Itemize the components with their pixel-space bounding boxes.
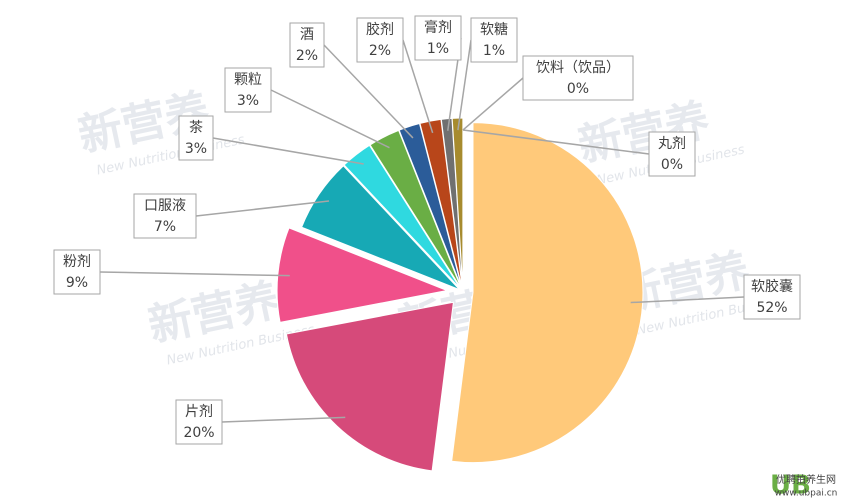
slice-value: 52% — [756, 300, 787, 316]
label-box — [133, 193, 197, 239]
slice-value: 1% — [427, 41, 449, 57]
label-box — [470, 17, 518, 63]
slice-label: 膏剂 — [424, 19, 452, 36]
slice-value: 20% — [183, 425, 214, 441]
slice-label: 酒 — [300, 27, 314, 43]
slice-label: 丸剂 — [658, 136, 686, 152]
slice-label: 片剂 — [185, 404, 213, 420]
label-box — [522, 55, 634, 101]
slice-value: 3% — [185, 141, 207, 157]
pie-slice — [276, 227, 449, 323]
logo-url: www.ubpai.cn — [775, 489, 838, 499]
label-box — [53, 249, 101, 295]
slice-label: 软胶囊 — [751, 278, 793, 295]
slice-value: 9% — [66, 275, 88, 291]
leader-line — [99, 271, 290, 277]
slice-label: 颗粒 — [234, 72, 262, 88]
pie — [276, 117, 644, 472]
leader-line — [323, 44, 414, 139]
leader-line — [270, 89, 390, 149]
slice-value: 1% — [483, 43, 505, 59]
leader-line — [462, 77, 524, 131]
labels: 软胶囊 52% 片剂 20% 粉剂 9% 口服液 7% 茶 3% 颗粒 3% 酒 2% 胶剂 2% 膏剂 1% 软糖… — [53, 15, 801, 445]
slice-label: 胶剂 — [366, 21, 394, 38]
slice-value: 3% — [237, 93, 259, 109]
label-box — [743, 274, 801, 320]
logo-mark: UB — [770, 471, 811, 501]
slice-value: 0% — [661, 157, 683, 173]
label-box — [178, 115, 214, 161]
label-box — [648, 131, 696, 177]
slice-label: 茶 — [189, 120, 203, 136]
pie-slice — [343, 144, 461, 290]
slice-label: 软糖 — [480, 22, 508, 38]
leader-line — [630, 296, 745, 304]
slice-value: 7% — [154, 219, 176, 235]
pie-slice — [300, 165, 461, 291]
leader-line — [402, 39, 434, 134]
pie-slice — [369, 129, 462, 289]
label-box — [175, 399, 223, 445]
logo-name: 优聘拍养生网 — [776, 473, 836, 486]
slice-value: 2% — [369, 43, 391, 59]
leader-line — [212, 137, 364, 165]
slice-label: 口服液 — [144, 198, 186, 214]
slice-label: 饮料（饮品） — [536, 60, 620, 76]
leader-line — [462, 129, 650, 155]
label-box — [414, 15, 462, 61]
label-box — [289, 22, 325, 68]
slice-label: 粉剂 — [63, 254, 91, 270]
pie-slice — [285, 301, 454, 472]
pie-slice — [398, 122, 463, 289]
leader-line — [221, 416, 346, 423]
leader-line — [457, 39, 472, 131]
leader-line — [195, 200, 330, 217]
site-logo: UB 优聘拍养生网 www.ubpai.cn — [770, 471, 837, 501]
label-box — [356, 17, 404, 63]
slice-value: 2% — [296, 48, 318, 64]
slice-value: 0% — [567, 81, 589, 97]
label-box — [224, 67, 272, 113]
